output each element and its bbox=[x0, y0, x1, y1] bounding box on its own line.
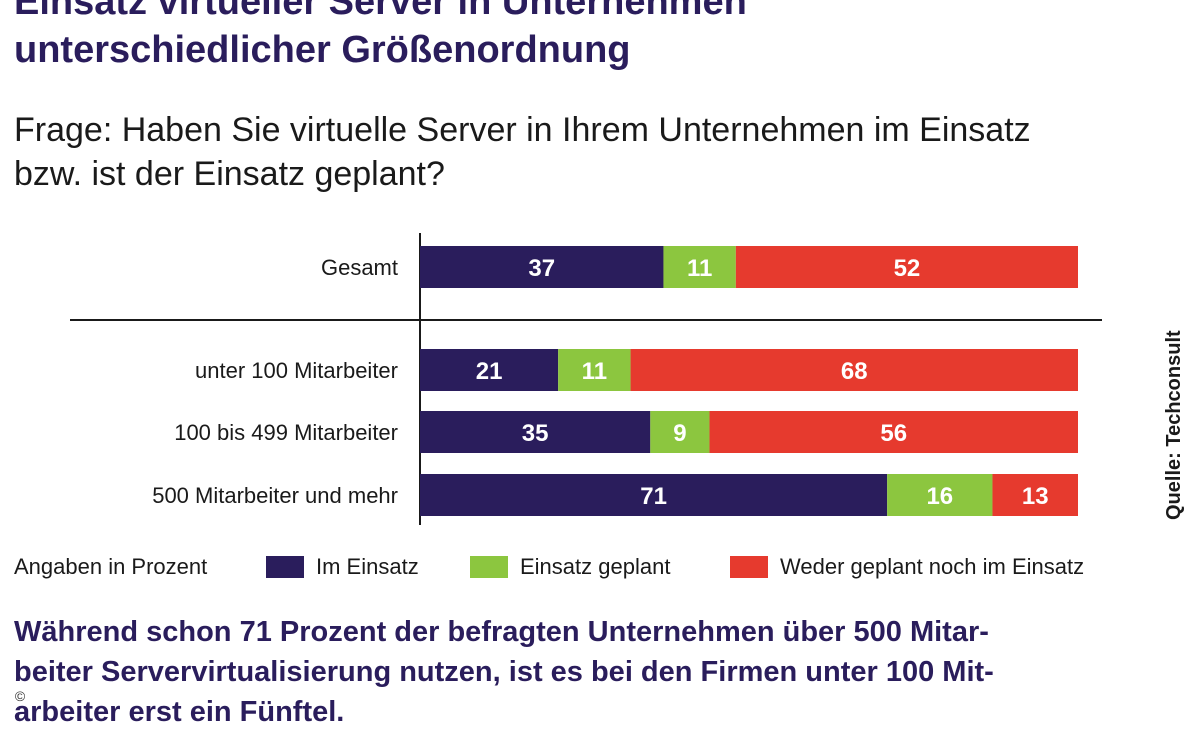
data-label: 11 bbox=[687, 255, 712, 282]
chart-title: Einsatz virtueller Server in Unternehmen… bbox=[14, 0, 1194, 74]
survey-question: Frage: Haben Sie virtuelle Server in Ihr… bbox=[14, 108, 1194, 196]
legend: Angaben in Prozent Im Einsatz Einsatz ge… bbox=[14, 552, 1194, 582]
source-text: Quelle: Techconsult bbox=[1163, 330, 1185, 520]
bar-segment bbox=[630, 349, 1078, 391]
caption-line-3: arbeiter erst ein Fünftel. bbox=[14, 696, 345, 728]
data-label: 13 bbox=[1022, 483, 1049, 510]
data-label: 9 bbox=[673, 420, 686, 447]
legend-swatch-geplant bbox=[470, 556, 508, 578]
legend-swatch-weder bbox=[730, 556, 768, 578]
source-note: Quelle: Techconsult bbox=[1163, 330, 1185, 520]
title-line-2: unterschiedlicher Größenordnung bbox=[14, 29, 631, 71]
question-line-2: bzw. ist der Einsatz geplant? bbox=[14, 155, 445, 193]
bar-segment bbox=[420, 474, 888, 516]
legend-note: Angaben in Prozent bbox=[14, 554, 208, 579]
bar-segment bbox=[420, 349, 559, 391]
category-label: Gesamt bbox=[321, 255, 398, 280]
caption-line-2: beiter Servervirtualisierung nutzen, ist… bbox=[14, 656, 994, 688]
data-label: 21 bbox=[476, 358, 503, 385]
title-line-1: Einsatz virtueller Server in Unternehmen bbox=[14, 0, 747, 23]
data-label: 52 bbox=[894, 255, 921, 282]
legend-swatch-im-einsatz bbox=[266, 556, 304, 578]
copyright-symbol: © bbox=[14, 688, 26, 704]
legend-label-geplant: Einsatz geplant bbox=[520, 554, 671, 579]
bar-segment bbox=[420, 411, 651, 453]
bar-segment bbox=[992, 474, 1078, 516]
legend-label-weder: Weder geplant noch im Einsatz bbox=[780, 554, 1085, 579]
category-label: unter 100 Mitarbeiter bbox=[195, 358, 398, 383]
bar-segment bbox=[663, 246, 736, 288]
data-label: 37 bbox=[528, 255, 555, 282]
caption-line-1: Während schon 71 Prozent der befragten U… bbox=[14, 616, 989, 648]
data-label: 71 bbox=[640, 483, 667, 510]
bar-segment bbox=[558, 349, 631, 391]
bar-segment bbox=[887, 474, 993, 516]
bar-segment bbox=[735, 246, 1078, 288]
data-label: 11 bbox=[582, 358, 607, 385]
data-label: 35 bbox=[522, 420, 549, 447]
caption: Während schon 71 Prozent der befragten U… bbox=[14, 612, 1194, 732]
category-label: 100 bis 499 Mitarbeiter bbox=[174, 420, 398, 445]
bar-segment bbox=[709, 411, 1078, 453]
category-label: 500 Mitarbeiter und mehr bbox=[152, 483, 398, 508]
question-line-1: Frage: Haben Sie virtuelle Server in Ihr… bbox=[14, 111, 1031, 149]
bar-segment bbox=[650, 411, 710, 453]
data-label: 56 bbox=[880, 420, 907, 447]
legend-label-im-einsatz: Im Einsatz bbox=[316, 554, 419, 579]
data-label: 68 bbox=[841, 358, 868, 385]
data-label: 16 bbox=[926, 483, 953, 510]
bar-segment bbox=[420, 246, 664, 288]
stacked-bar-chart: Gesamt 37 11 52 unter 100 Mitarbeiter 21 11 68 1… bbox=[70, 233, 1102, 525]
